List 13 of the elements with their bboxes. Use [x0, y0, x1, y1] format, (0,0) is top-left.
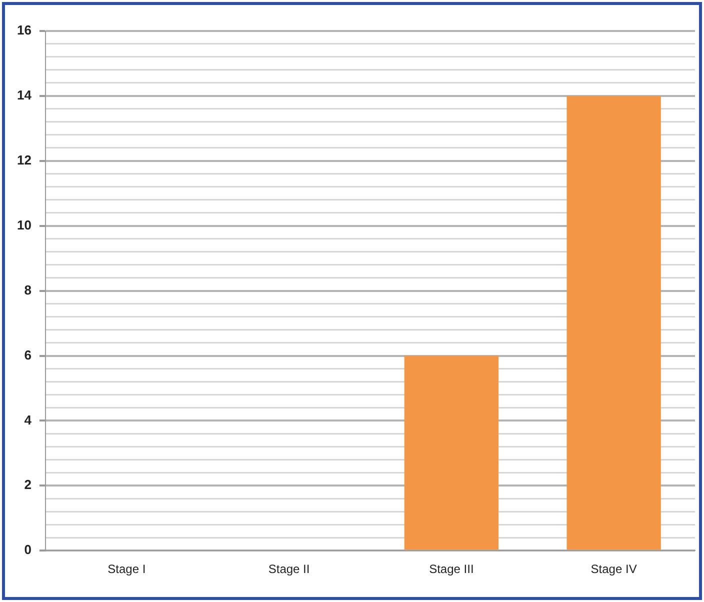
- y-tick-label: 16: [16, 22, 32, 38]
- y-tick-label: 0: [24, 542, 32, 558]
- y-tick-label: 2: [24, 477, 32, 492]
- y-tick-label: 4: [24, 412, 32, 428]
- x-tick-label: Stage I: [108, 562, 146, 576]
- x-tick-label: Stage III: [429, 562, 474, 576]
- y-tick-label: 6: [24, 347, 32, 362]
- x-tick-label: Stage IV: [590, 562, 637, 576]
- y-tick-label: 10: [16, 217, 32, 232]
- x-tick-label: Stage II: [268, 562, 310, 576]
- y-tick-label: 8: [24, 282, 32, 298]
- y-tick-label: 12: [16, 152, 32, 168]
- y-tick-label: 14: [16, 88, 32, 103]
